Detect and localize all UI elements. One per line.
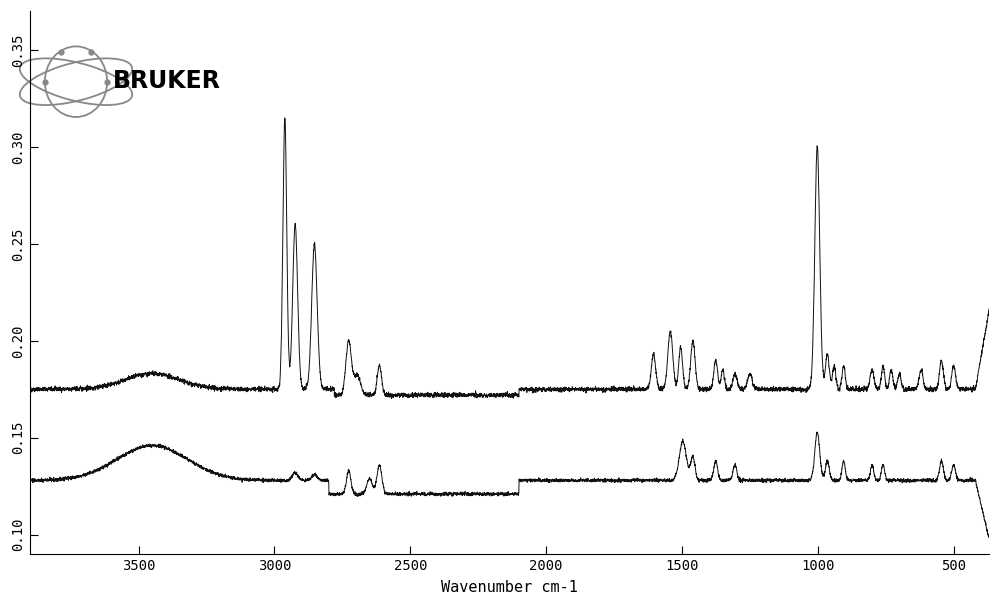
Text: BRUKER: BRUKER bbox=[112, 68, 220, 93]
X-axis label: Wavenumber cm-1: Wavenumber cm-1 bbox=[441, 580, 578, 595]
